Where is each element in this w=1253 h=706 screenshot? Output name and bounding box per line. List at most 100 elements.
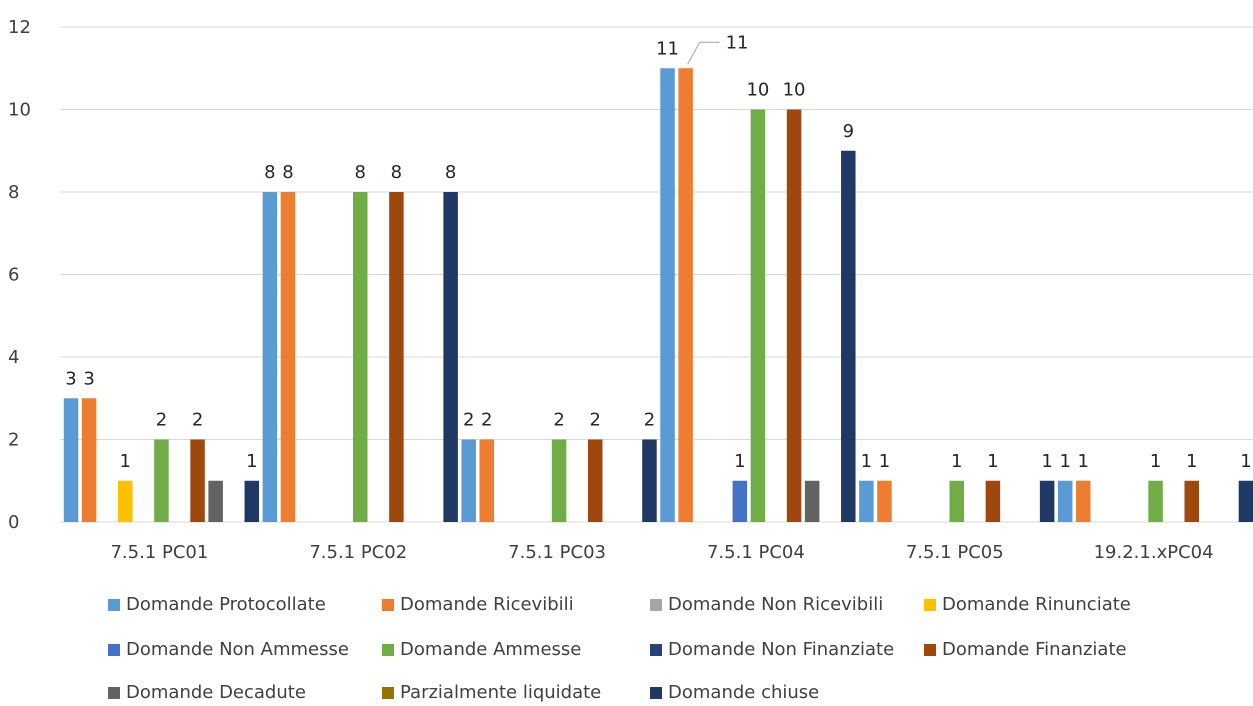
data-label: 1 xyxy=(861,451,872,472)
data-label: 8 xyxy=(391,162,402,183)
legend-swatch xyxy=(650,643,662,656)
y-tick-label: 8 xyxy=(8,182,19,203)
bar-domande-finanziate-3 xyxy=(786,109,802,522)
bar-domande-protocollate-0 xyxy=(63,398,79,522)
x-category-label: 7.5.1 PC05 xyxy=(906,542,1004,563)
legend-swatch xyxy=(650,598,662,611)
bar-domande-ricevibili-5 xyxy=(1076,480,1091,522)
data-label: 1 xyxy=(951,451,962,472)
y-tick-label: 6 xyxy=(8,265,19,286)
legend-label: Domande Non Ricevibili xyxy=(668,594,884,615)
data-label: 8 xyxy=(282,162,293,183)
data-label: 1 xyxy=(987,451,998,472)
data-label: 2 xyxy=(553,410,564,431)
data-label: 8 xyxy=(355,162,366,183)
data-label: 1 xyxy=(1041,451,1052,472)
legend-swatch xyxy=(382,643,394,656)
bar-domande-finanziate-4 xyxy=(985,480,1001,522)
legend-item-domande-finanziate: Domande Finanziate xyxy=(924,639,1127,660)
y-tick-label: 10 xyxy=(8,100,31,121)
data-label: 1 xyxy=(1150,451,1161,472)
legend: Domande Protocollate Domande Ricevibili Do… xyxy=(0,588,1253,706)
x-category-label: 19.2.1.xPC04 xyxy=(1094,542,1214,563)
data-label: 8 xyxy=(264,162,275,183)
data-label: 2 xyxy=(192,410,203,431)
data-label: 1 xyxy=(246,451,257,472)
bar-domande-ammesse-3 xyxy=(750,109,766,522)
x-category-label: 7.5.1 PC03 xyxy=(508,542,606,563)
bar-domande-ricevibili-4 xyxy=(877,480,892,522)
legend-label: Domande Ammesse xyxy=(400,639,582,660)
legend-item-domande-chiuse: Domande chiuse xyxy=(650,682,819,703)
data-label: 1 xyxy=(1240,451,1251,472)
data-label: 2 xyxy=(481,410,492,431)
legend-item-domande-rinunciate: Domande Rinunciate xyxy=(924,594,1131,615)
bar-domande-decadute-3 xyxy=(804,480,820,522)
bar-domande-chiuse-3 xyxy=(841,150,856,522)
bar-domande-ammesse-4 xyxy=(949,480,964,522)
legend-swatch xyxy=(108,598,120,611)
data-label: 3 xyxy=(65,368,76,389)
bar-domande-chiuse-2 xyxy=(642,439,657,522)
legend-label: Domande Rinunciate xyxy=(942,594,1131,615)
legend-item-domande-non-finanziate: Domande Non Finanziate xyxy=(650,639,894,660)
legend-label: Domande Finanziate xyxy=(942,639,1127,660)
legend-item-domande-non-ammesse: Domande Non Ammesse xyxy=(108,639,349,660)
legend-item-domande-non-ricevibili: Domande Non Ricevibili xyxy=(650,594,883,615)
data-label: 1 xyxy=(734,451,745,472)
bar-domande-finanziate-1 xyxy=(389,192,404,522)
legend-label: Domande Protocollate xyxy=(126,594,326,615)
data-label: 2 xyxy=(644,410,655,431)
bar-domande-ricevibili-2 xyxy=(479,439,495,522)
legend-item-domande-ricevibili: Domande Ricevibili xyxy=(382,594,574,615)
legend-label: Parzialmente liquidate xyxy=(400,682,602,703)
bar-domande-decadute-0 xyxy=(208,480,223,522)
data-label: 2 xyxy=(590,410,601,431)
legend-label: Domande Non Ammesse xyxy=(126,639,349,660)
bars xyxy=(63,68,1253,522)
data-label: 1 xyxy=(120,451,131,472)
data-label: 8 xyxy=(445,162,456,183)
bar-domande-protocollate-4 xyxy=(859,480,874,522)
x-axis-category-labels: 7.5.1 PC01 7.5.1 PC02 7.5.1 PC03 7.5.1 PC04… xyxy=(110,542,1213,563)
legend-label: Domande Non Finanziate xyxy=(668,639,895,660)
legend-swatch xyxy=(108,643,120,656)
data-label: 1 xyxy=(879,451,890,472)
legend-label: Domande Decadute xyxy=(126,682,306,703)
y-tick-label: 2 xyxy=(8,430,19,451)
data-label: 1 xyxy=(1059,451,1070,472)
legend-swatch xyxy=(650,686,662,699)
bar-domande-protocollate-2 xyxy=(461,439,476,522)
legend-swatch xyxy=(382,686,394,699)
bar-domande-non-ammesse-3 xyxy=(732,480,748,522)
y-tick-label: 4 xyxy=(8,347,19,368)
legend-item-domande-decadute: Domande Decadute xyxy=(108,682,306,703)
legend-item-parzialmente-liquidate: Parzialmente liquidate xyxy=(382,682,601,703)
bar-domande-ammesse-5 xyxy=(1148,480,1163,522)
data-label: 3 xyxy=(83,368,94,389)
legend-item-domande-ammesse: Domande Ammesse xyxy=(382,639,581,660)
bar-domande-ricevibili-0 xyxy=(81,398,97,522)
x-category-label: 7.5.1 PC01 xyxy=(110,542,208,563)
bar-domande-ammesse-1 xyxy=(353,192,368,522)
legend-label: Domande Ricevibili xyxy=(400,594,574,615)
legend-swatch xyxy=(924,598,936,611)
bar-domande-ricevibili-1 xyxy=(280,192,296,522)
data-label: 9 xyxy=(843,121,854,142)
bar-domande-protocollate-5 xyxy=(1057,480,1073,522)
x-category-label: 7.5.1 PC02 xyxy=(309,542,407,563)
data-label: 11 xyxy=(726,32,749,53)
bar-domande-finanziate-2 xyxy=(587,439,603,522)
bar-domande-finanziate-5 xyxy=(1184,480,1199,522)
bar-domande-ricevibili-3 xyxy=(678,68,693,522)
bar-domande-ammesse-0 xyxy=(154,439,169,522)
bar-domande-protocollate-3 xyxy=(660,68,675,522)
data-label: 1 xyxy=(1186,451,1197,472)
data-label: 2 xyxy=(463,410,474,431)
bar-domande-chiuse-1 xyxy=(443,192,458,522)
y-tick-label: 12 xyxy=(8,17,31,38)
legend-swatch xyxy=(382,598,394,611)
data-label: 1 xyxy=(1078,451,1089,472)
